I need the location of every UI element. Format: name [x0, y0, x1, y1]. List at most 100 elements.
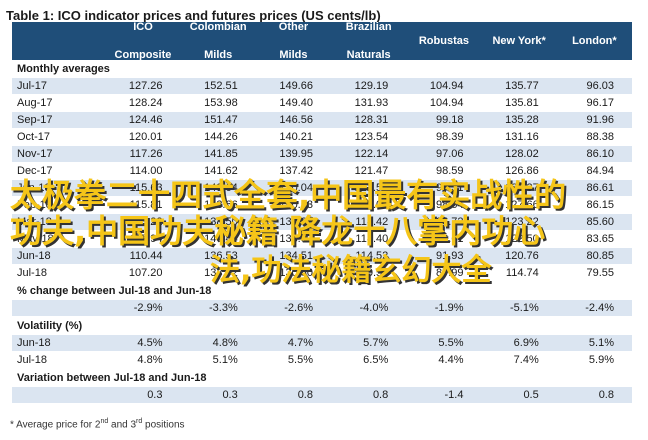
table-cell: 140.44	[204, 233, 238, 245]
table-cell: 114.52	[355, 250, 389, 262]
row-label: Mar-18	[17, 216, 52, 228]
table-cell: 5.7%	[363, 337, 389, 349]
table-row: Jun-18 110.44 136.53 134.51 114.52 91.93 120.7…	[12, 248, 632, 265]
table-cell: 0.5	[523, 389, 539, 401]
table-cell: 131.93	[354, 97, 389, 109]
table-cell: 117.26	[129, 148, 163, 160]
table-cell: 96.17	[586, 97, 614, 109]
table-cell: 0.8	[372, 389, 389, 401]
price-table: ICO Composite Colombian Milds Other Milds Braz…	[12, 21, 632, 404]
table-cell: 133.92	[204, 267, 238, 279]
table-cell: 4.5%	[137, 337, 163, 349]
table-cell: 115.81	[129, 199, 163, 211]
table-row: Jun-18 4.5% 4.8% 4.7% 5.7% 5.5% 6.9% 5.1%	[12, 335, 632, 352]
table-row: Jul-18 107.20 133.92 130.60 110.54 87.99 114.7…	[12, 265, 632, 282]
table-cell: 110.54	[355, 267, 389, 279]
table-cell: 128.37	[505, 182, 539, 194]
table-row: Jan-18 115.63 143.64 140.04 122.50 99.31 128.3…	[12, 180, 632, 197]
table-cell: 88.38	[586, 131, 614, 143]
table-cell: 128.31	[354, 114, 389, 126]
table-cell: 135.81	[505, 97, 539, 109]
table-row: Jul-17 127.26 152.51 149.66 129.19 104.94 135.…	[12, 78, 632, 95]
column-header: Colombian Milds	[181, 21, 256, 61]
column-header-text: Colombian	[189, 21, 247, 33]
table-cell: 5.5%	[287, 354, 313, 366]
table-row: Dec-17 114.00 141.62 137.42 121.47 98.59 126.8…	[12, 163, 632, 180]
table-cell: 86.15	[586, 199, 614, 211]
table-cell: 113.22	[129, 216, 163, 228]
table-cell: 123.54	[354, 131, 389, 143]
column-header: ICO Composite	[105, 21, 180, 61]
table-cell: 123.22	[505, 216, 539, 228]
table-cell: 137.42	[279, 165, 313, 177]
table-cell: 146.56	[279, 114, 313, 126]
column-header-text: Milds	[279, 49, 308, 61]
column-header-text: ICO	[133, 21, 153, 33]
table-cell: 143.66	[204, 199, 238, 211]
table-cell: 115.63	[129, 182, 163, 194]
table-cell: 99.31	[435, 182, 464, 194]
table-cell: 140.04	[279, 182, 313, 194]
table-cell: 91.93	[435, 250, 464, 262]
table-row: Aug-17 128.24 153.98 149.40 131.93 104.94 135.…	[12, 95, 632, 112]
table-cell: 114.00	[129, 165, 163, 177]
row-label: Jan-18	[17, 182, 51, 194]
table-cell: 104.94	[429, 80, 464, 92]
column-header-text: London*	[572, 35, 617, 47]
table-cell: 4.8%	[137, 354, 163, 366]
table-cell: 143.64	[204, 182, 238, 194]
table-cell: 122.02	[354, 199, 389, 211]
row-label: Nov-17	[17, 148, 53, 160]
column-header-text: Brazilian	[345, 21, 392, 33]
table-cell: 0.8	[297, 389, 313, 401]
table-cell: 134.51	[279, 250, 313, 262]
table-cell: 83.65	[586, 233, 614, 245]
table-cell: 113.94	[129, 233, 163, 245]
header-blank	[12, 22, 105, 60]
table-cell: 141.62	[204, 165, 238, 177]
column-header-text: Milds	[204, 49, 233, 61]
table-title: Table 1: ICO indicator prices and future…	[6, 8, 381, 23]
table-row: Nov-17 117.26 141.85 139.95 122.14 97.06 128.0…	[12, 146, 632, 163]
table-cell: 149.66	[279, 80, 313, 92]
table-cell: 135.28	[505, 114, 539, 126]
table-cell: 130.60	[279, 267, 313, 279]
table-row: May-18 113.94 140.44 138.03 118.40 96.61 122.5…	[12, 231, 632, 248]
table-cell: 5.1%	[212, 354, 238, 366]
table-cell: 153.98	[204, 97, 238, 109]
table-cell: 121.47	[354, 165, 389, 177]
table-cell: 152.51	[204, 80, 238, 92]
table-cell: 96.03	[586, 80, 614, 92]
table-cell: 126.86	[505, 165, 539, 177]
table-cell: 118.42	[355, 216, 389, 228]
table-row: Mar-18 113.22 138.50 137.33 118.42 96.72 123.2…	[12, 214, 632, 231]
table-cell: 5.5%	[438, 337, 464, 349]
footnote-text: * Average price for 2	[10, 419, 101, 431]
table-cell: -1.4	[444, 389, 464, 401]
table-cell: 138.03	[279, 233, 313, 245]
table-cell: 141.85	[204, 148, 238, 160]
row-label: Feb-18	[17, 199, 52, 211]
footnote-text: and 3	[108, 419, 137, 431]
table-cell: 0.8	[598, 389, 614, 401]
table-cell: 122.50	[354, 182, 389, 194]
table-cell: 128.24	[128, 97, 163, 109]
table-cell: 127.66	[505, 199, 539, 211]
table-cell: 114.74	[505, 267, 539, 279]
table-cell: 151.47	[204, 114, 238, 126]
table-cell: -2.9%	[133, 302, 163, 314]
row-label: Jun-18	[17, 337, 51, 349]
table-cell: 6.5%	[363, 354, 389, 366]
table-cell: 91.96	[586, 114, 614, 126]
table-cell: 4.4%	[438, 354, 464, 366]
row-label: Jul-18	[17, 354, 47, 366]
row-label: Jun-18	[17, 250, 51, 262]
table-cell: 131.16	[505, 131, 539, 143]
section-heading: Monthly averages	[12, 60, 632, 78]
table-cell: 120.01	[128, 131, 163, 143]
row-label: Aug-17	[17, 97, 53, 109]
footnote-sup: rd	[136, 418, 143, 425]
table-cell: 135.77	[505, 80, 539, 92]
table-cell: 118.40	[355, 233, 389, 245]
section-heading: % change between Jul-18 and Jun-18	[12, 282, 632, 300]
